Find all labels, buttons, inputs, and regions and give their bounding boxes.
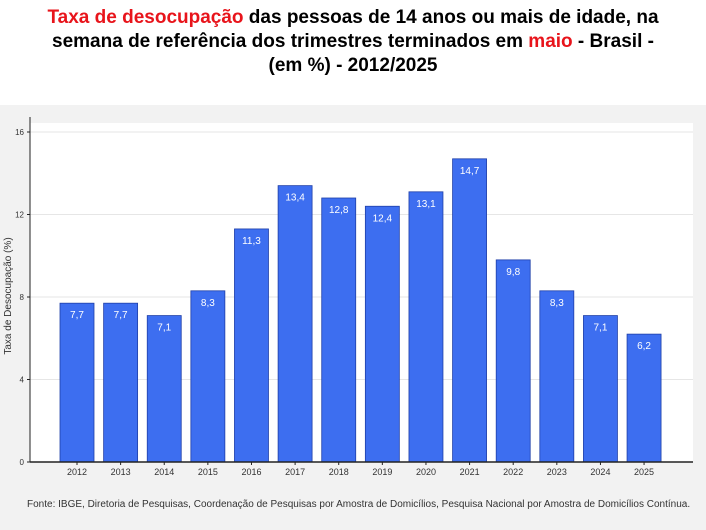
plot-area: [30, 123, 693, 462]
bar-2017: [277, 185, 313, 463]
data-label-2024: 7,1: [593, 323, 607, 334]
bar-2014: [146, 315, 182, 463]
x-tick-label: 2023: [547, 467, 567, 477]
bar-2020: [408, 191, 444, 463]
y-tick-label: 4: [20, 376, 25, 385]
x-tick-label: 2024: [590, 467, 610, 477]
x-tick-label: 2018: [329, 467, 349, 477]
data-label-2014: 7,1: [157, 323, 171, 334]
y-axis-label: Taxa de Desocupação (%): [3, 237, 14, 354]
bar-2019: [364, 205, 400, 463]
x-tick-label: 2020: [416, 467, 436, 477]
data-label-2017: 13,4: [285, 193, 305, 204]
title-highlight-rate: Taxa de desocupação: [47, 7, 244, 28]
data-label-2016: 11,3: [242, 236, 261, 247]
x-tick-label: 2022: [503, 467, 523, 477]
x-tick-label: 2025: [634, 467, 654, 477]
data-label-2018: 12,8: [329, 205, 349, 216]
bar-2025: [626, 333, 662, 463]
x-tick-label: 2016: [241, 467, 261, 477]
bar-2023: [539, 290, 575, 463]
y-tick-label: 16: [15, 128, 24, 137]
gridlines: [30, 131, 693, 380]
title-text-1: das pessoas de 14 anos ou mais de idade,…: [243, 7, 659, 28]
title-text-3: - Brasil -: [572, 31, 654, 52]
y-tick-label: 0: [20, 458, 25, 467]
data-label-2012: 7,7: [70, 310, 84, 321]
chart-title: Taxa de desocupação das pessoas de 14 an…: [0, 6, 706, 78]
x-tick-label: 2012: [67, 467, 87, 477]
y-tick-labels: 0 4 8 12 16: [15, 128, 30, 467]
data-label-2015: 8,3: [201, 298, 215, 309]
data-label-2025: 6,2: [637, 341, 651, 352]
bar-2018: [321, 197, 357, 463]
source-note: Fonte: IBGE, Diretoria de Pesquisas, Coo…: [27, 499, 691, 510]
bar-2022: [495, 259, 531, 463]
y-tick-label: 12: [15, 211, 24, 220]
x-tick-label: 2014: [154, 467, 174, 477]
data-label-2019: 12,4: [373, 213, 393, 224]
title-text-4: (em %) - 2012/2025: [268, 55, 438, 76]
data-label-2020: 13,1: [416, 199, 436, 210]
data-label-2022: 9,8: [506, 267, 520, 278]
bar-2013: [103, 302, 139, 463]
bars: 7,7 7,7 7,1 8,3 11,3 13,4 12,8 12,4 13,1 14,7 9,8 8…: [59, 158, 662, 463]
bar-2016: [234, 228, 269, 463]
y-tick-label: 8: [20, 293, 25, 302]
x-tick-label: 2017: [285, 467, 305, 477]
data-label-2021: 14,7: [460, 166, 480, 177]
x-tick-label: 2015: [198, 467, 218, 477]
title-highlight-month: maio: [528, 31, 573, 52]
data-label-2013: 7,7: [114, 310, 128, 321]
x-tick-label: 2019: [372, 467, 392, 477]
bar-2024: [583, 315, 618, 463]
axes: [29, 117, 693, 463]
title-text-2: semana de referência dos trimestres term…: [52, 31, 529, 52]
x-tick-label: 2013: [111, 467, 131, 477]
bar-2012: [59, 302, 95, 463]
x-tick-label: 2021: [460, 467, 480, 477]
bar-2021: [452, 158, 487, 463]
data-label-2023: 8,3: [550, 298, 564, 309]
x-tick-labels: 2012 2013 2014 2015 2016 2017 2018 2019 2020 2021…: [67, 462, 654, 477]
bar-2015: [190, 290, 226, 463]
